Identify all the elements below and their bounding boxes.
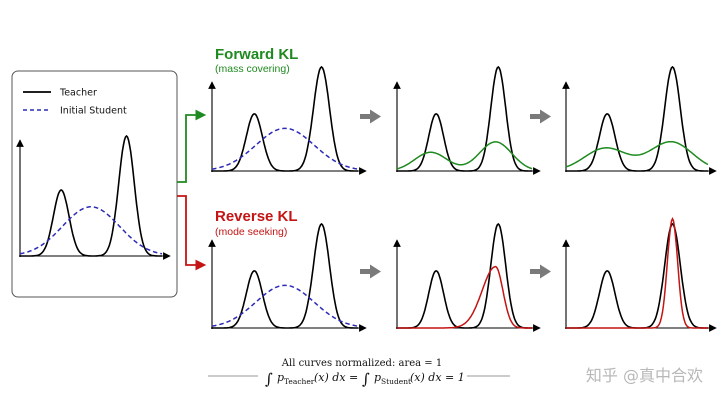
eq-rest-student: (x) dx = 1 (410, 371, 465, 384)
step-arrows (360, 109, 551, 279)
forward-step-arrow-1 (360, 109, 381, 124)
forward-1-student-curve (211, 127, 359, 170)
reverse-1-teacher-curve (212, 222, 358, 329)
forward-3-teacher-curve (566, 65, 708, 172)
integral-sign-1: ∫ (265, 370, 273, 388)
reverse-branch-arrow (177, 195, 207, 271)
initial-plot (16, 134, 171, 260)
forward-1-teacher-curve (212, 65, 358, 172)
initial-student-curve (19, 206, 163, 255)
forward-kl-subtitle: (mass covering) (215, 63, 290, 75)
reverse-step-arrow-1 (360, 264, 381, 279)
forward-plot-step-2 (393, 65, 541, 175)
forward-plot-step-1 (208, 65, 367, 175)
forward-2-teacher-curve (397, 65, 532, 172)
reverse-kl-title: Reverse KL (215, 208, 298, 225)
reverse-3-teacher-curve (566, 222, 708, 329)
reverse-plot-step-3 (562, 217, 717, 332)
initial-panel-frame (11, 70, 178, 298)
reverse-plot-step-1 (208, 222, 367, 332)
normalization-note: All curves normalized: area = 1 (281, 358, 442, 369)
reverse-3-student-curve (566, 217, 708, 329)
reverse-step-arrow-2 (530, 264, 551, 279)
forward-plot-step-3 (562, 65, 717, 175)
initial-teacher-curve (20, 134, 162, 257)
integral-sign-2: ∫ (362, 370, 370, 388)
forward-branch-arrow (177, 109, 207, 183)
normalization-footer: All curves normalized: area = 1 ∫ p Teac… (208, 358, 510, 388)
eq-p-student: p (374, 371, 381, 384)
reverse-2-teacher-curve (397, 222, 532, 329)
forward-step-arrow-2 (530, 109, 551, 124)
eq-sub-teacher: Teacher (284, 377, 315, 386)
eq-sub-student: Student (381, 377, 411, 386)
reverse-plot-step-2 (393, 222, 541, 332)
branch-connectors (177, 109, 207, 271)
reverse-1-student-curve (211, 284, 359, 327)
eq-p-teacher: p (277, 371, 284, 384)
watermark: 知乎 @真中合欢 (586, 366, 703, 385)
forward-3-student-curve (565, 140, 709, 168)
reverse-kl-subtitle: (mode seeking) (215, 226, 287, 238)
student-legend-label: Initial Student (60, 106, 127, 117)
forward-2-student-curve (396, 141, 533, 170)
reverse-2-student-curve (397, 265, 532, 329)
teacher-legend-label: Teacher (59, 88, 97, 99)
forward-kl-title: Forward KL (215, 46, 298, 63)
eq-rest-teacher: (x) dx = (314, 371, 358, 384)
legend: Teacher Initial Student (23, 88, 127, 117)
